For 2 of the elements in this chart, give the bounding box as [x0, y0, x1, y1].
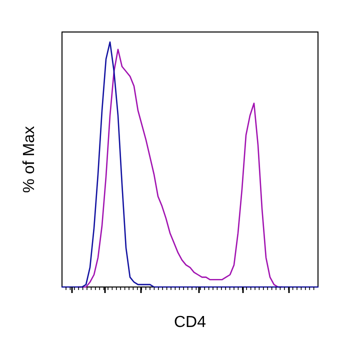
x-axis-title: CD4 [174, 314, 206, 331]
y-axis-title: % of Max [21, 126, 38, 193]
